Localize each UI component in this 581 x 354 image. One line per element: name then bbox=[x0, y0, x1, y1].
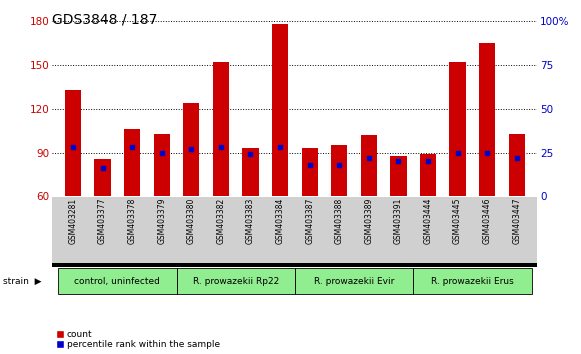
Bar bbox=[213, 62, 229, 196]
Text: strain  ▶: strain ▶ bbox=[3, 276, 41, 286]
Bar bbox=[420, 154, 436, 196]
Bar bbox=[479, 43, 495, 196]
Bar bbox=[302, 148, 318, 196]
Bar bbox=[390, 156, 407, 196]
Bar bbox=[450, 62, 466, 196]
Bar bbox=[95, 159, 111, 196]
Text: control, uninfected: control, uninfected bbox=[74, 276, 160, 286]
Bar bbox=[508, 134, 525, 196]
Text: R. prowazekii Rp22: R. prowazekii Rp22 bbox=[192, 276, 279, 286]
Bar bbox=[361, 135, 377, 196]
Text: GDS3848 / 187: GDS3848 / 187 bbox=[52, 12, 157, 27]
Bar bbox=[272, 24, 288, 196]
Bar bbox=[153, 134, 170, 196]
Bar bbox=[183, 103, 199, 196]
Bar bbox=[65, 90, 81, 196]
Bar bbox=[124, 129, 140, 196]
Bar bbox=[242, 148, 259, 196]
Text: R. prowazekii Erus: R. prowazekii Erus bbox=[431, 276, 514, 286]
Text: R. prowazekii Evir: R. prowazekii Evir bbox=[314, 276, 394, 286]
Legend: count, percentile rank within the sample: count, percentile rank within the sample bbox=[57, 330, 220, 349]
Bar bbox=[331, 145, 347, 196]
